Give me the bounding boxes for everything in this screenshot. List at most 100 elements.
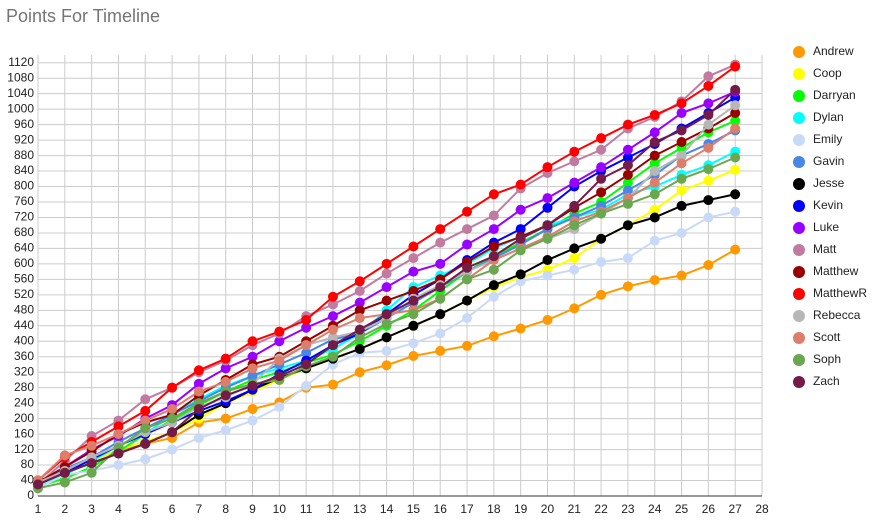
data-point [59,450,70,461]
data-point [33,479,43,490]
data-point [354,285,365,296]
data-point [274,336,285,347]
data-point [354,332,365,343]
data-point [301,359,312,370]
data-point [676,150,687,161]
data-point [354,313,365,324]
data-point [301,314,312,325]
y-tick-label: 560 [14,272,34,286]
data-point [167,413,178,424]
data-point [140,454,151,465]
data-point [247,380,258,391]
y-tick-label: 240 [14,395,34,409]
data-point [622,119,633,130]
y-tick-label: 920 [14,132,34,146]
data-point [247,403,258,414]
x-tick-label: 21 [568,502,582,516]
data-point [247,415,258,426]
data-point [247,363,258,374]
data-point [354,324,365,335]
legend-marker [793,310,805,322]
legend-label: MatthewR [813,286,867,300]
data-point [676,98,687,109]
data-point [327,311,338,322]
legend-marker [793,90,805,102]
x-tick-label: 10 [273,502,287,516]
data-point [247,351,258,362]
data-point [408,320,419,331]
data-point [515,269,526,280]
y-tick-label: 960 [14,117,34,131]
data-point [193,378,204,389]
data-point [622,152,633,163]
data-point [703,260,714,271]
data-point [86,440,97,451]
legend-marker [793,288,805,300]
data-point [247,371,258,382]
legend-label: Matthew [813,264,859,278]
legend-label: Andrew [813,44,854,58]
x-tick-label: 20 [541,502,555,516]
data-point [381,318,392,329]
data-point [676,270,687,281]
data-point [596,173,607,184]
data-point [327,379,338,390]
data-point [649,137,660,148]
data-point [596,256,607,267]
data-point [220,425,231,436]
legend-label: Rebecca [813,308,861,322]
data-point [569,303,580,314]
data-point [140,394,151,405]
data-point [676,158,687,169]
y-tick-label: 520 [14,287,34,301]
data-point [59,467,70,478]
data-point [649,235,660,246]
data-point [596,208,607,219]
data-point [408,295,419,306]
y-tick-label: 840 [14,163,34,177]
data-point [649,150,660,161]
data-point [113,421,124,432]
data-point [327,332,338,343]
data-point [408,338,419,349]
y-tick-label: 440 [14,318,34,332]
x-tick-label: 14 [380,502,394,516]
y-tick-label: 1040 [7,86,34,100]
data-point [676,173,687,184]
data-point [488,241,499,252]
data-point [488,251,499,262]
data-point [730,152,741,163]
data-point [193,403,204,414]
data-point [730,84,741,95]
data-point [354,344,365,354]
data-point [381,258,392,269]
legend-marker [793,266,805,278]
data-point [408,309,419,320]
data-point [381,360,392,371]
legend-marker [793,332,805,344]
data-point [113,460,124,471]
data-point [301,347,312,358]
data-point [86,458,97,469]
data-point [649,275,660,286]
data-point [569,146,580,157]
data-point [622,177,633,188]
data-point [596,144,607,155]
data-point [462,262,473,273]
x-tick-label: 15 [407,502,421,516]
legend-marker [793,68,805,80]
data-point [622,144,633,155]
y-tick-label: 120 [14,442,34,456]
data-point [408,350,419,361]
data-point [193,365,204,376]
data-point [596,133,607,144]
data-point [381,282,392,293]
data-point [462,239,473,250]
data-point [488,331,499,342]
data-point [301,380,312,391]
data-point [542,162,553,173]
x-tick-label: 18 [487,502,501,516]
x-tick-label: 11 [300,502,313,516]
data-point [622,169,633,180]
